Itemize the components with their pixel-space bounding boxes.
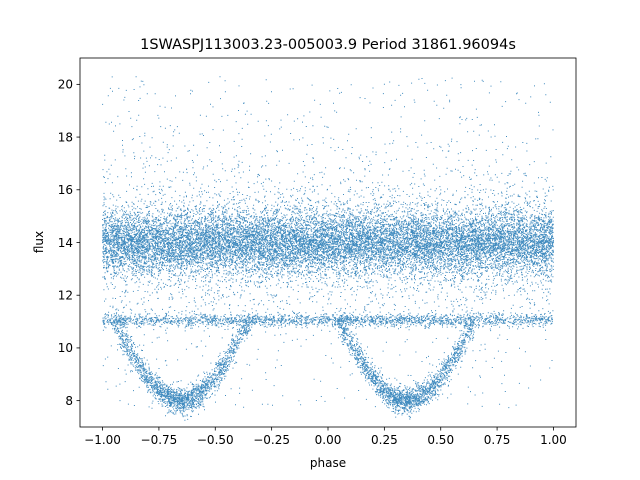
y-tick-label: 8 [65,394,73,408]
x-tick-label: 0.00 [315,433,342,447]
x-tick-label: 0.50 [427,433,454,447]
y-tick-label: 20 [58,78,73,92]
x-tick-label: 1.00 [540,433,567,447]
data-points [102,76,554,421]
x-tick-label: −0.75 [141,433,178,447]
x-tick-label: −0.25 [253,433,290,447]
x-tick-label: 0.25 [371,433,398,447]
x-tick-label: −1.00 [84,433,121,447]
y-tick-label: 10 [58,341,73,355]
scatter-points [102,76,554,421]
y-axis-label: flux [32,231,46,253]
y-tick-label: 16 [58,183,73,197]
chart-title: 1SWASPJ113003.23-005003.9 Period 31861.9… [140,37,516,53]
x-tick-label: 0.75 [484,433,511,447]
y-tick-label: 12 [58,289,73,303]
x-axis: −1.00 −0.75 −0.50 −0.25 0.00 0.25 0.50 0.75 1.00 [84,427,567,447]
x-tick-label: −0.50 [197,433,234,447]
x-axis-label: phase [310,456,346,470]
y-tick-label: 18 [58,130,73,144]
y-axis: 8 10 12 14 16 18 20 [58,78,80,408]
y-tick-label: 14 [58,236,73,250]
